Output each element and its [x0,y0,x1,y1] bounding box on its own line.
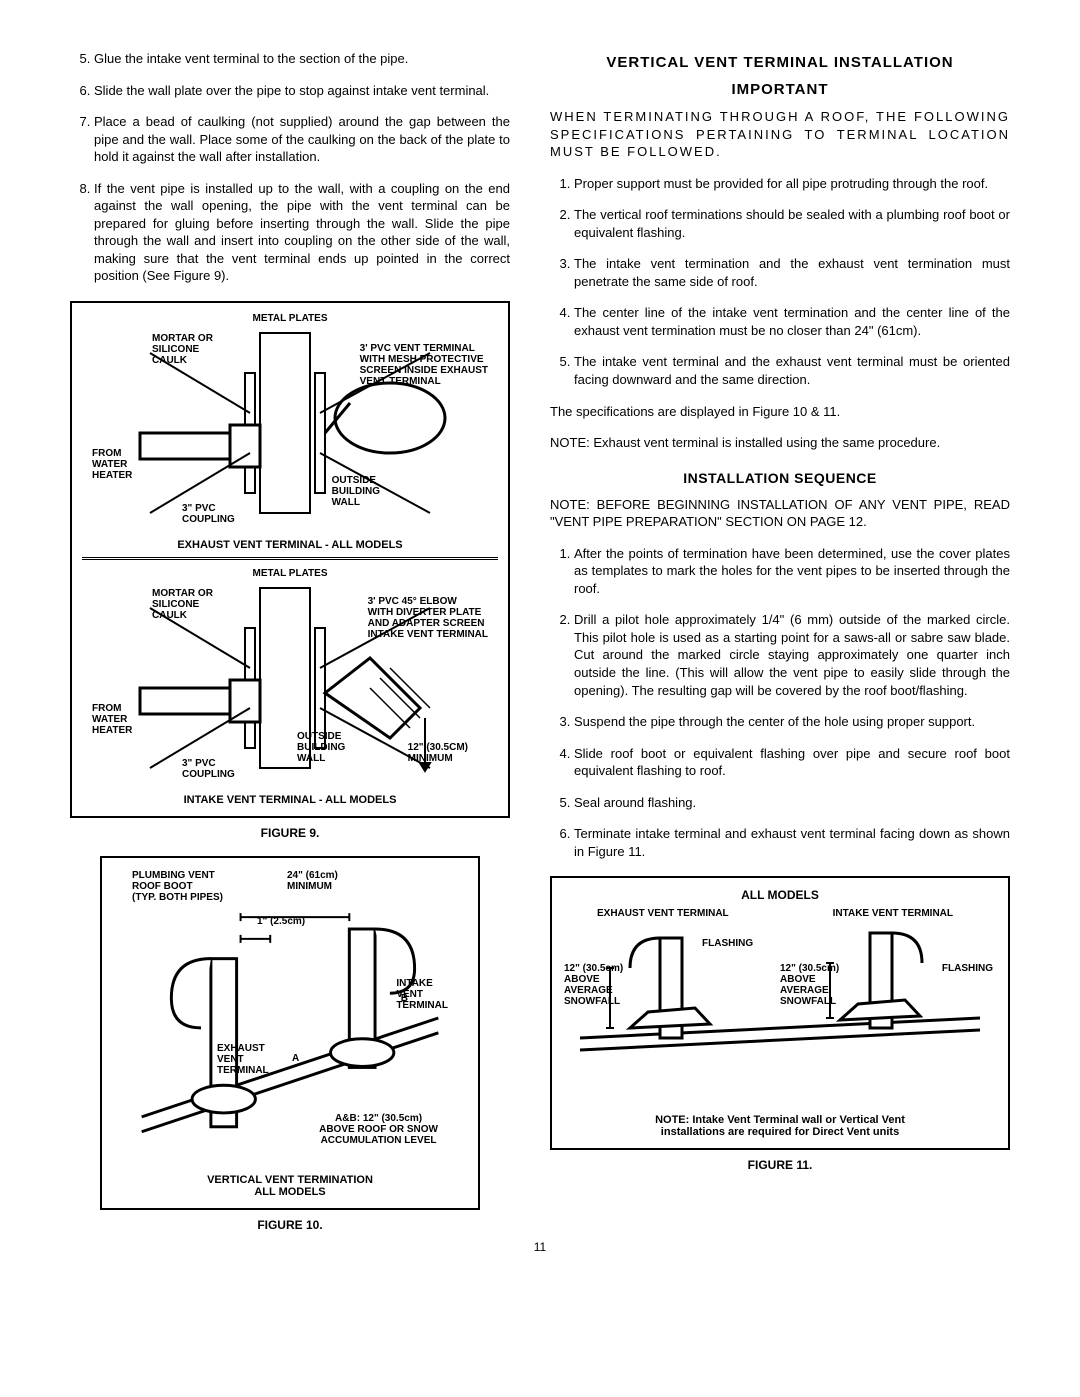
f9e-label-terminal: 3' PVC VENT TERMINAL WITH MESH PROTECTIV… [360,343,488,387]
f9i-label-plates: METAL PLATES [253,568,328,579]
f10-label-b: B [401,993,408,1004]
left-step-7: Place a bead of caulking (not supplied) … [94,113,510,166]
spec-1: Proper support must be provided for all … [574,175,1010,193]
page: Glue the intake vent terminal to the sec… [0,0,1080,1262]
f10-label-ab: A&B: 12" (30.5cm) ABOVE ROOF OR SNOW ACC… [319,1113,438,1146]
f9i-label-coupling: 3" PVC COUPLING [182,758,235,780]
spec-2: The vertical roof terminations should be… [574,206,1010,241]
f9e-label-from: FROM WATER HEATER [92,448,132,481]
f9i-label-from: FROM WATER HEATER [92,703,132,736]
f11-label-flashing-1: FLASHING [702,938,753,949]
f9i-label-wall: OUTSIDE BUILDING WALL [297,731,345,764]
right-column: VERTICAL VENT TERMINAL INSTALLATION IMPO… [550,50,1010,1232]
f11-label-intake: INTAKE VENT TERMINAL [833,908,953,919]
seq-3: Suspend the pipe through the center of t… [574,713,1010,731]
f10-label-exhaust: EXHAUST VENT TERMINAL [217,1043,269,1076]
spec-tail-2: NOTE: Exhaust vent terminal is installed… [550,434,1010,452]
figure-9-hr [82,557,498,560]
spec-5: The intake vent terminal and the exhaust… [574,353,1010,388]
left-steps-list: Glue the intake vent terminal to the sec… [70,50,510,285]
figure-9-box: METAL PLATES MORTAR OR SILICONE CAULK 3'… [70,301,510,818]
figure-11-sketch: EXHAUST VENT TERMINAL INTAKE VENT TERMIN… [562,908,998,1108]
f10-label-onein: 1" (2.5cm) [257,916,305,927]
figure-9-intake-title: INTAKE VENT TERMINAL - ALL MODELS [82,794,498,806]
f11-label-snow-2: 12" (30.5cm) ABOVE AVERAGE SNOWFALL [780,963,839,1007]
seq-1: After the points of termination have bee… [574,545,1010,598]
figure-9-intake-sketch: METAL PLATES MORTAR OR SILICONE CAULK 3'… [82,568,498,788]
figure-10-title: VERTICAL VENT TERMINATION ALL MODELS [112,1174,468,1198]
left-step-5: Glue the intake vent terminal to the sec… [94,50,510,68]
seq-note: NOTE: BEFORE BEGINNING INSTALLATION OF A… [550,496,1010,531]
figure-10-caption: FIGURE 10. [70,1218,510,1232]
left-step-8: If the vent pipe is installed up to the … [94,180,510,285]
figure-11-note: NOTE: Intake Vent Terminal wall or Verti… [562,1114,998,1138]
f10-label-gapmin: 24" (61cm) MINIMUM [287,870,338,892]
left-column: Glue the intake vent terminal to the sec… [70,50,510,1232]
title-vertical-vent: VERTICAL VENT TERMINAL INSTALLATION [550,54,1010,71]
f9e-label-wall: OUTSIDE BUILDING WALL [332,475,380,508]
figure-11-allmodels: ALL MODELS [562,888,998,902]
figure-11-caption: FIGURE 11. [550,1158,1010,1172]
figure-11-box: ALL MODELS EX [550,876,1010,1150]
f10-label-boot: PLUMBING VENT ROOF BOOT (TYP. BOTH PIPES… [132,870,223,903]
f11-label-snow-1: 12" (30.5cm) ABOVE AVERAGE SNOWFALL [564,963,623,1007]
figure-10-box: PLUMBING VENT ROOF BOOT (TYP. BOTH PIPES… [100,856,480,1210]
left-step-6: Slide the wall plate over the pipe to st… [94,82,510,100]
f10-label-a: A [292,1053,299,1064]
figure-9-caption: FIGURE 9. [70,826,510,840]
spec-list: Proper support must be provided for all … [550,175,1010,389]
installation-sequence-title: INSTALLATION SEQUENCE [550,470,1010,486]
f9e-label-coupling: 3" PVC COUPLING [182,503,235,525]
title-important: IMPORTANT [550,81,1010,98]
f9i-label-min: 12" (30.5CM) MINIMUM [408,742,468,764]
seq-4: Slide roof boot or equivalent flashing o… [574,745,1010,780]
figure-9-exhaust-sketch: METAL PLATES MORTAR OR SILICONE CAULK 3'… [82,313,498,533]
f11-label-flashing-2: FLASHING [942,963,993,974]
seq-list: After the points of termination have bee… [550,545,1010,861]
spec-tail-1: The specifications are displayed in Figu… [550,403,1010,421]
f11-label-exhaust: EXHAUST VENT TERMINAL [597,908,729,919]
figure-9-exhaust-title: EXHAUST VENT TERMINAL - ALL MODELS [82,539,498,551]
f9i-label-terminal: 3' PVC 45° ELBOW WITH DIVERTER PLATE AND… [368,596,488,640]
seq-2: Drill a pilot hole approximately 1/4" (6… [574,611,1010,699]
seq-6: Terminate intake terminal and exhaust ve… [574,825,1010,860]
spec-4: The center line of the intake vent termi… [574,304,1010,339]
f9e-label-caulk: MORTAR OR SILICONE CAULK [152,333,213,366]
f9e-label-plates: METAL PLATES [253,313,328,324]
figure-10-sketch: PLUMBING VENT ROOF BOOT (TYP. BOTH PIPES… [112,868,468,1168]
f9i-label-caulk: MORTAR OR SILICONE CAULK [152,588,213,621]
intro-para: WHEN TERMINATING THROUGH A ROOF, THE FOL… [550,108,1010,161]
spec-3: The intake vent termination and the exha… [574,255,1010,290]
figure-11-svg [562,908,998,1108]
seq-5: Seal around flashing. [574,794,1010,812]
page-number: 11 [534,1240,546,1254]
